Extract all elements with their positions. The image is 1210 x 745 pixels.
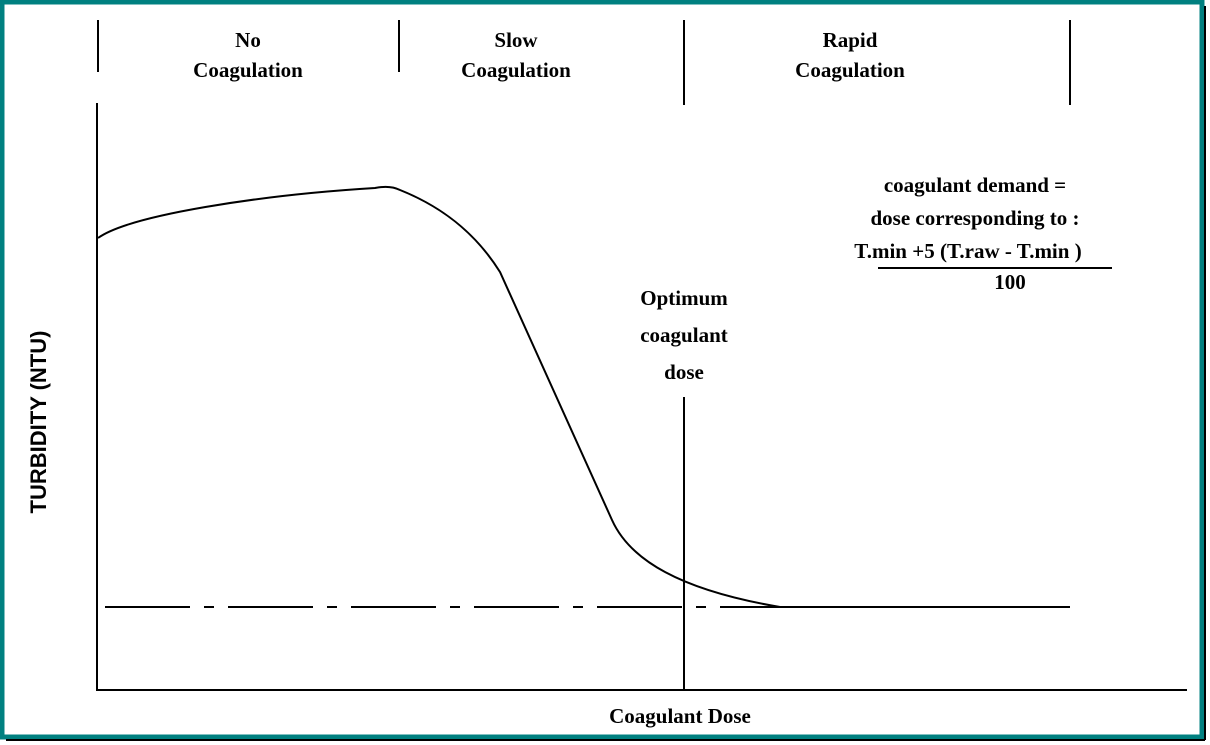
formula-text: dose corresponding to : [870,206,1079,230]
optimum-label: dose [664,360,704,384]
formula-text: 100 [994,270,1026,294]
optimum-label: coagulant [640,323,728,347]
x-axis-label: Coagulant Dose [609,704,751,728]
zone-label: Slow [494,28,538,52]
turbidity-curve [97,185,1070,608]
formula-text: coagulant demand = [884,173,1066,197]
zone-label: Coagulation [193,58,303,82]
y-axis-label: TURBIDITY (NTU) [26,331,51,514]
zone-label: No [235,28,261,52]
zone-label: Coagulation [795,58,905,82]
formula-text: T.min +5 (T.raw - T.min ) [854,239,1081,263]
optimum-label: Optimum [640,286,728,310]
zone-label: Rapid [823,28,878,52]
zone-label: Coagulation [461,58,571,82]
